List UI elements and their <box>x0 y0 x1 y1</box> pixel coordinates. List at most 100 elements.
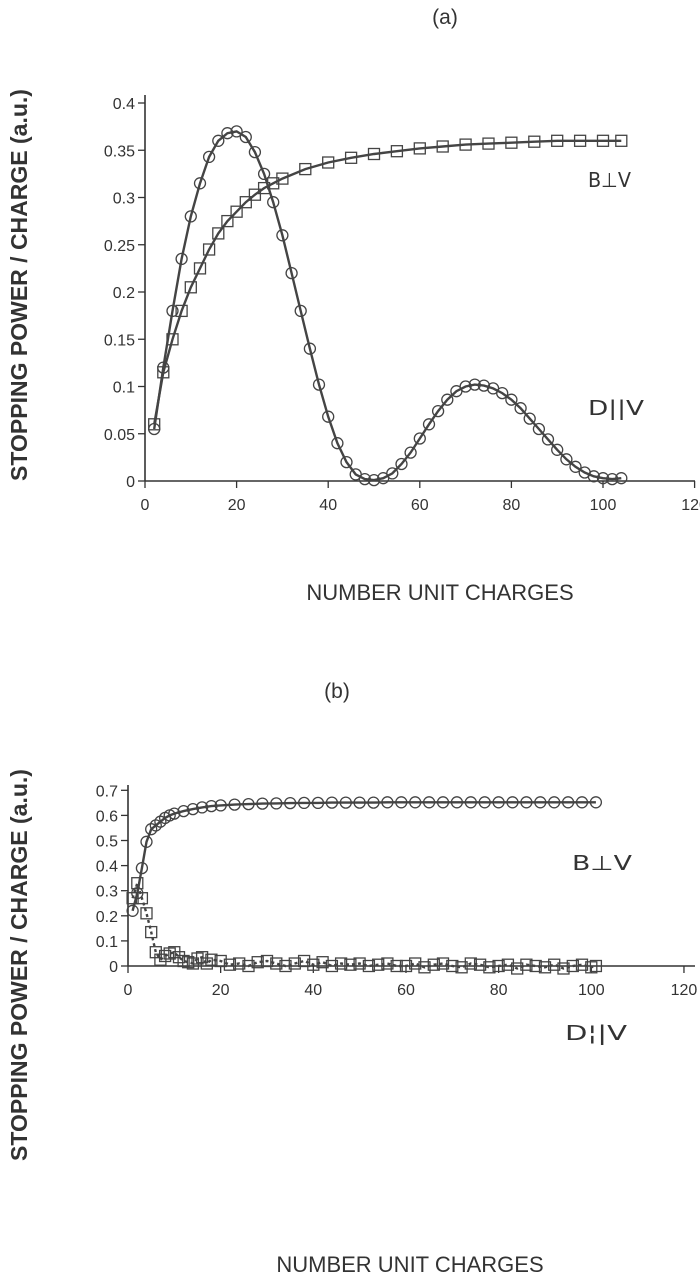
panel-b-series-1-point <box>372 958 385 971</box>
panel-b-series-1-point <box>585 961 598 974</box>
panel-b-series-1-point <box>492 959 505 973</box>
panel-b-series-1-point <box>316 956 329 969</box>
panel-a-series-0-point <box>322 156 335 169</box>
panel-b-series-1-point <box>464 957 477 970</box>
panel-b-y-tick-label: 0.4 <box>96 859 118 876</box>
panel-a-x-tick-label: 120 <box>681 497 700 514</box>
panel-a-series-0-point <box>276 172 289 185</box>
panel-a-y-tick-label: 0.1 <box>113 380 135 397</box>
panel-a-series-1-point <box>496 386 509 400</box>
panel-a-series-1-point <box>202 150 216 164</box>
panel-b-series-1-point <box>126 892 139 905</box>
panel-b-annotation-parallel: D¦|V <box>565 1021 627 1045</box>
panel-b-series-1-point <box>270 957 283 970</box>
panel-b-series-1-point <box>135 892 149 905</box>
panel-a-series-0-point <box>230 205 243 218</box>
panel-a-series-1-point <box>294 304 307 318</box>
panel-b-series-1-point <box>409 957 422 970</box>
panel-b-series-0-point <box>520 796 533 809</box>
panel-b-x-axis-label: NUMBER UNIT CHARGES <box>276 1252 543 1277</box>
panel-b-series-1-point <box>455 961 468 974</box>
panel-a-series-0-point <box>344 151 358 164</box>
panel-b-series-1-point <box>260 954 274 968</box>
panel-b-series-1-point <box>325 959 339 973</box>
panel-b-y-tick-label: 0.1 <box>96 934 118 951</box>
panel-a-annotation-perpendicular: B⊥V <box>588 168 631 192</box>
panel-a-series-0-point <box>615 134 628 147</box>
panel-b-series-1-line <box>131 879 597 970</box>
panel-a-series-0-point <box>413 142 426 155</box>
panel-a-series-1-point <box>404 446 417 459</box>
panel-a-data <box>148 125 628 487</box>
panel-a-y-tick-label: 0.05 <box>104 427 135 444</box>
panel-b-y-tick-label: 0.7 <box>96 783 118 800</box>
panel-a-series-1-point <box>532 422 546 436</box>
panel-b-series-1-point <box>140 907 153 920</box>
panel-b-y-tick-label: 0.6 <box>96 808 118 825</box>
panel-b-series-1-point <box>446 959 459 973</box>
panel-b: (b) STOPPING POWER / CHARGE (a.u.) NUMBE… <box>6 680 697 1277</box>
panel-b-series-1-point <box>511 962 524 975</box>
panel-b-series-1-point <box>145 925 158 939</box>
panel-a-series-0-point <box>367 147 381 161</box>
panel-a-annotation-parallel: D||V <box>588 396 644 420</box>
panel-a-series-1-point <box>395 457 408 471</box>
panel-b-series-0-point <box>284 796 297 810</box>
panel-b-series-1-point <box>575 958 589 971</box>
panel-a-series-1-point <box>569 460 582 473</box>
panel-a-y-tick-label: 0.2 <box>113 285 135 302</box>
panel-b-series-0-point <box>534 796 547 809</box>
panel-b-series-0-point <box>450 796 464 809</box>
panel-b-series-1-point <box>307 958 320 971</box>
panel-b-series-1-point <box>149 946 162 959</box>
panel-b-series-0-point <box>436 796 450 809</box>
panel-b-ticks: 0 20 40 60 80 100 120 0 0.1 0.2 0.3 0.4 0.5 0.6 0.7 <box>96 783 698 999</box>
panel-b-series-1-point <box>182 956 195 969</box>
panel-b-annotation-perpendicular: B⊥V <box>572 851 632 875</box>
panel-a-series-0-point <box>175 304 188 318</box>
panel-b-series-1-point <box>589 959 603 973</box>
panel-b-series-1-point <box>529 959 542 973</box>
panel-a-y-tick-label: 0 <box>126 474 135 491</box>
panel-b-series-1-point <box>399 959 413 973</box>
panel-b-series-1-point <box>390 959 403 973</box>
panel-a-series-1-line <box>153 130 622 482</box>
panel-a-series-1-point <box>386 467 399 480</box>
panel-b-series-1-point <box>205 953 218 966</box>
panel-b-series-0-point <box>242 797 255 811</box>
panel-b-series-0-point <box>478 796 491 809</box>
panel-b-series-1-point <box>334 957 348 970</box>
panel-b-series-1-point <box>200 957 213 970</box>
panel-b-series-1-point <box>353 957 366 970</box>
panel-a-series-1-point <box>441 393 454 406</box>
panel-a-series-1-point <box>596 472 610 485</box>
panel-a-series-1-point <box>322 410 335 423</box>
panel-a-series-0-line <box>153 139 622 425</box>
panel-a-series-0-point <box>573 134 587 147</box>
panel-b-series-0-point <box>325 796 339 809</box>
panel-b-series-0-point <box>140 835 153 848</box>
panel-b-y-tick-label: 0.3 <box>96 884 118 901</box>
panel-b-series-1-point <box>362 959 376 973</box>
panel-b-series-1-point <box>251 956 264 969</box>
panel-b-series-0-point <box>395 796 408 809</box>
panel-b-series-1-point <box>548 958 561 971</box>
panel-b-series-1-point <box>344 958 357 971</box>
panel-a-series-1-point <box>267 196 280 209</box>
panel-a-x-tick-label: 80 <box>503 497 521 514</box>
panel-b-series-0-point <box>575 796 589 809</box>
panel-a-series-1-point <box>157 361 170 374</box>
panel-b-series-1-point <box>242 959 255 973</box>
panel-b-series-0-point <box>409 796 422 809</box>
panel-b-series-1-point <box>520 958 533 971</box>
panel-a-series-1-point <box>560 453 573 466</box>
panel-b-series-0-point <box>339 796 352 809</box>
panel-a-series-1-point <box>276 229 289 242</box>
panel-b-series-0-point <box>464 796 477 809</box>
panel-a-series-1-point <box>422 418 436 431</box>
panel-b-x-tick-label: 80 <box>490 982 508 999</box>
panel-b-series-0-point <box>168 807 181 820</box>
panel-a-series-0-point <box>299 162 312 176</box>
panel-b-series-0-point <box>561 796 575 809</box>
